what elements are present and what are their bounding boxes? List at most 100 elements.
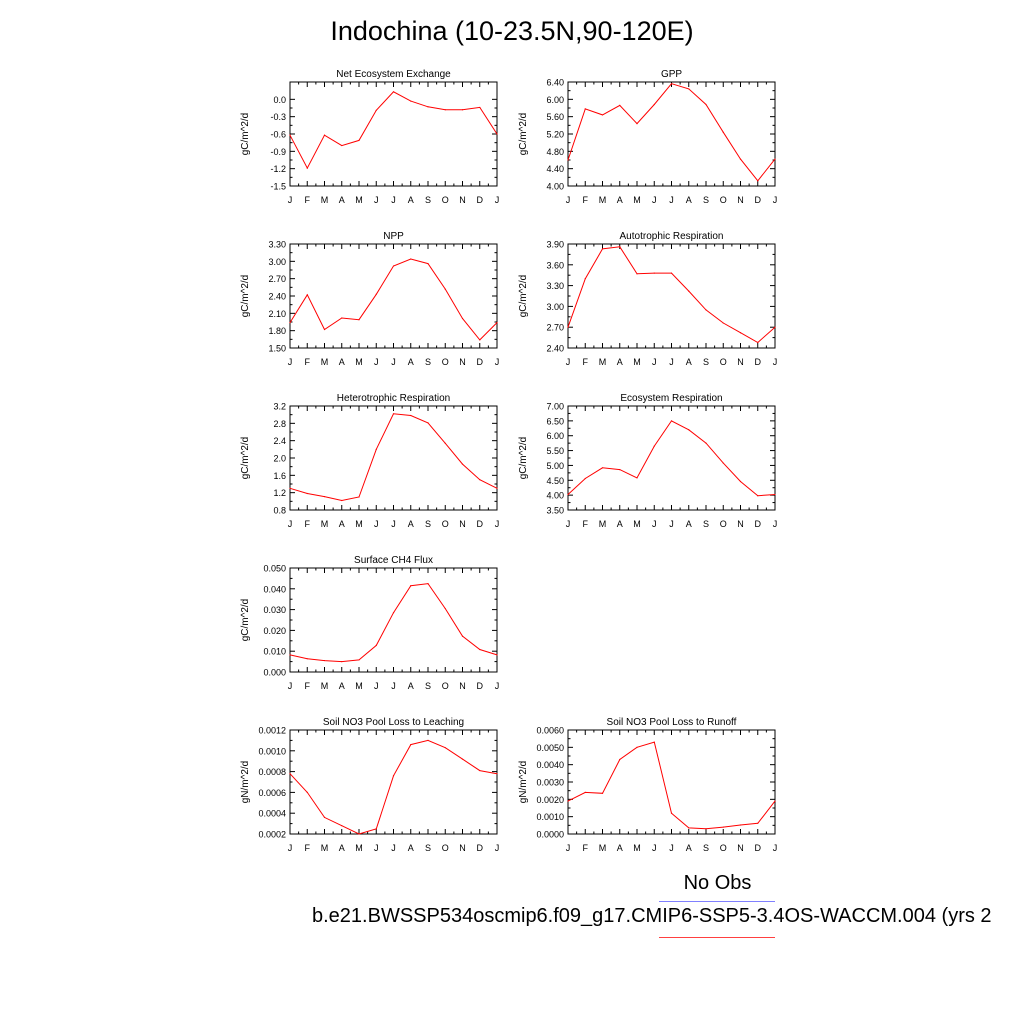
x-tick-label: J [374, 681, 379, 691]
x-tick-label: A [408, 195, 414, 205]
data-point [774, 493, 776, 496]
y-tick-label: 0.050 [263, 564, 286, 574]
data-point [427, 422, 429, 424]
plot-frame [567, 81, 776, 187]
x-tick-label: J [391, 357, 396, 367]
x-tick-label: M [633, 843, 641, 853]
x-tick-label: J [391, 195, 396, 205]
x-tick-label: J [652, 843, 657, 853]
data-point [601, 248, 604, 250]
x-tick-label: M [321, 843, 329, 853]
data-point [306, 294, 308, 296]
chart-title: Net Ecosystem Exchange [336, 69, 451, 80]
y-tick-label: 0.030 [263, 605, 286, 615]
data-point [705, 442, 707, 444]
x-tick-label: A [617, 519, 623, 529]
chart-title: Soil NO3 Pool Loss to Runoff [607, 717, 737, 728]
data-point [410, 414, 412, 417]
data-point [722, 131, 724, 133]
x-tick-label: M [321, 681, 329, 691]
x-tick-label: J [566, 357, 571, 367]
figure-title: Indochina (10-23.5N,90-120E) [330, 16, 694, 46]
y-axis-label: gC/m^2/d [518, 437, 529, 480]
data-point [567, 159, 569, 161]
legend-line-case [659, 937, 775, 938]
data-point [375, 293, 377, 295]
x-tick-label: M [633, 519, 641, 529]
data-point [619, 758, 621, 761]
chart-title: Autotrophic Respiration [620, 231, 724, 242]
x-tick-label: A [339, 843, 345, 853]
data-point [323, 134, 326, 136]
x-tick-label: A [686, 357, 692, 367]
y-tick-label: 1.2 [273, 488, 286, 498]
data-point [619, 104, 621, 106]
data-point [375, 448, 377, 450]
x-tick-label: D [477, 843, 484, 853]
data-point [427, 106, 429, 108]
data-point [410, 743, 412, 746]
x-tick-label: D [477, 195, 484, 205]
data-point [358, 659, 360, 661]
x-tick-label: D [477, 681, 484, 691]
x-tick-label: M [321, 195, 329, 205]
x-tick-label: F [305, 519, 311, 529]
y-tick-label: 4.00 [546, 182, 564, 192]
x-tick-label: S [425, 681, 431, 691]
y-tick-label: 3.2 [273, 402, 286, 412]
x-tick-label: A [339, 357, 345, 367]
data-point [496, 773, 498, 775]
chart-title: Ecosystem Respiration [620, 393, 722, 404]
chart-title: Heterotrophic Respiration [337, 393, 450, 404]
data-point [757, 341, 759, 344]
y-tick-label: 0.0060 [536, 726, 564, 736]
data-point [306, 167, 308, 169]
data-point [289, 654, 291, 656]
x-tick-label: J [669, 357, 674, 367]
x-tick-label: A [408, 357, 414, 367]
data-point [358, 139, 360, 141]
x-tick-label: J [288, 195, 293, 205]
x-tick-label: D [755, 357, 762, 367]
data-point [444, 109, 446, 111]
x-tick-label: J [652, 519, 657, 529]
x-tick-label: J [495, 843, 500, 853]
series-line [289, 258, 498, 341]
data-point [289, 321, 291, 324]
y-tick-label: 2.40 [546, 344, 564, 354]
data-point [392, 265, 395, 267]
x-tick-label: D [755, 195, 762, 205]
plot-frame [289, 567, 498, 673]
data-point [757, 180, 759, 182]
x-tick-label: J [288, 519, 293, 529]
x-tick-label: J [652, 195, 657, 205]
x-tick-label: O [720, 843, 727, 853]
x-tick-label: F [305, 195, 311, 205]
y-tick-label: -0.3 [270, 112, 286, 122]
data-point [567, 800, 569, 802]
y-tick-label: 3.60 [546, 260, 564, 270]
x-tick-label: N [737, 357, 744, 367]
x-tick-label: A [617, 357, 623, 367]
y-tick-label: 3.00 [268, 257, 286, 267]
x-tick-label: D [755, 843, 762, 853]
x-tick-label: S [703, 843, 709, 853]
x-tick-label: J [288, 357, 293, 367]
x-tick-label: F [583, 843, 589, 853]
y-tick-label: 6.50 [546, 416, 564, 426]
y-tick-label: 0.0030 [536, 778, 564, 788]
x-tick-label: J [374, 519, 379, 529]
x-tick-label: O [720, 357, 727, 367]
data-point [688, 88, 690, 90]
data-point [479, 769, 481, 772]
x-tick-label: J [652, 357, 657, 367]
data-point [410, 100, 412, 102]
x-tick-label: F [305, 681, 311, 691]
data-point [289, 487, 291, 489]
y-tick-label: 0.0008 [258, 767, 286, 777]
data-point [341, 499, 343, 502]
data-point [461, 635, 464, 637]
data-point [739, 480, 742, 483]
data-point [496, 133, 498, 135]
